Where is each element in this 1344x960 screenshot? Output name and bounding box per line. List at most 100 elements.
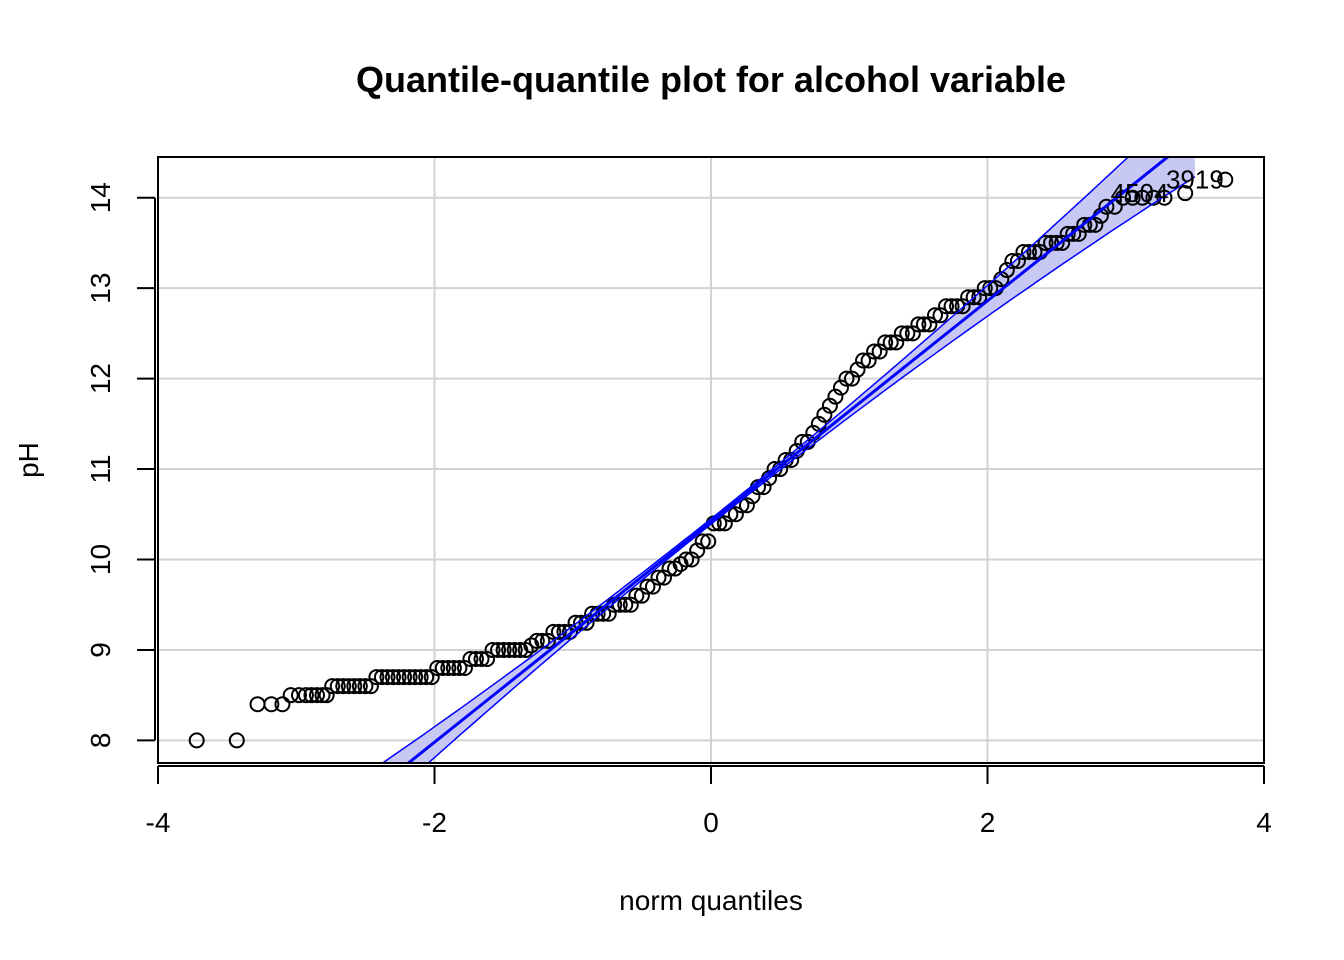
data-point [1037,234,1054,251]
y-tick-label: 12 [85,363,116,394]
data-point [893,325,910,342]
data-point [346,678,363,695]
data-point [188,732,205,749]
data-point [915,316,932,333]
data-point [407,669,424,686]
data-point [1065,225,1082,242]
point-annotation-label: 4504 [1111,178,1169,208]
data-point [303,687,320,704]
data-point [282,687,299,704]
data-point [700,533,717,550]
data-point [561,623,578,640]
data-point [329,678,346,695]
data-point [888,334,905,351]
data-point [1009,253,1026,270]
data-point [689,542,706,559]
data-point [473,650,490,667]
data-point [528,632,545,649]
x-tick-label: -4 [146,807,171,838]
data-point [855,352,872,369]
data-point [816,406,833,423]
data-point [1098,198,1115,215]
data-point [318,687,335,704]
data-point [727,506,744,523]
data-point [423,669,440,686]
data-point [965,289,982,306]
x-axis: -4 -2 0 2 4 [146,765,1272,838]
y-tick-label: 11 [85,455,116,484]
data-point [456,660,473,677]
data-point [1145,189,1162,206]
data-point [1076,216,1093,233]
data-point [1087,216,1104,233]
data-point [228,732,245,749]
data-point [351,678,368,695]
y-axis: 8 9 10 11 12 13 14 [85,182,156,749]
data-point [418,669,435,686]
data-point [678,551,695,568]
data-point [1177,185,1194,202]
data-point [501,641,518,658]
data-point [998,262,1015,279]
data-point [467,650,484,667]
data-point [899,325,916,342]
x-tick-label: 4 [1256,807,1272,838]
data-point [390,669,407,686]
plot-frame [157,156,1265,764]
data-point [451,660,468,677]
y-tick-label: 14 [85,182,116,213]
data-point [401,669,418,686]
data-point [827,388,844,405]
data-point [838,370,855,387]
data-point [314,687,331,704]
data-point [622,596,639,613]
data-point [694,533,711,550]
data-point [297,687,314,704]
y-tick-label: 9 [85,642,116,658]
data-point [1134,189,1151,206]
data-point [440,660,457,677]
data-point [434,660,451,677]
y-tick-label: 8 [85,733,116,749]
data-point [373,669,390,686]
data-point [832,379,849,396]
confidence-band-upper [381,157,1130,763]
grid-lines [158,157,1264,763]
data-point [274,696,291,713]
x-tick-label: -2 [422,807,447,838]
data-point [385,669,402,686]
data-point [308,687,325,704]
data-point [484,641,501,658]
data-point [368,669,385,686]
data-point [860,352,877,369]
data-point [396,669,413,686]
data-point [882,334,899,351]
data-point [545,623,562,640]
reference-line-layer [381,157,1196,763]
data-point [943,298,960,315]
data-point [291,687,308,704]
data-point [954,298,971,315]
data-point [844,370,861,387]
data-point [263,696,280,713]
data-point [490,641,507,658]
data-point [639,578,656,595]
data-point [1048,234,1065,251]
data-point [644,578,661,595]
data-point [1054,234,1071,251]
reference-line [406,157,1171,763]
data-point [539,632,556,649]
data-point [506,641,523,658]
data-point [971,289,988,306]
data-point [324,678,341,695]
data-point [738,497,755,514]
x-axis-label: norm quantiles [619,885,803,916]
y-tick-label: 10 [85,544,116,575]
data-point [617,596,634,613]
data-point [849,361,866,378]
data-point [628,587,645,604]
data-point [340,678,357,695]
data-point [412,669,429,686]
